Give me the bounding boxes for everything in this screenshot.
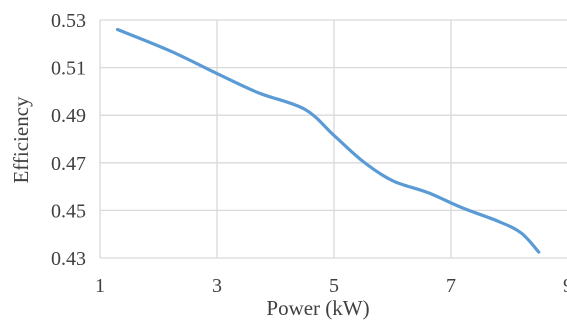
y-tick-label: 0.47	[51, 153, 86, 175]
x-axis: 1 3 5 7 9	[95, 275, 567, 297]
y-tick-label: 0.53	[51, 10, 86, 32]
y-tick-label: 0.45	[51, 200, 86, 222]
x-tick-label: 9	[563, 275, 567, 297]
series-layer	[115, 27, 541, 254]
grid	[99, 19, 567, 259]
y-tick-label: 0.51	[51, 58, 86, 80]
x-tick-label: 1	[95, 275, 105, 297]
series-line	[115, 27, 541, 254]
x-axis-label: Power (kW)	[266, 296, 369, 320]
x-tick-label: 3	[212, 275, 222, 297]
y-axis-label: Efficiency	[9, 96, 33, 184]
x-tick-label: 7	[446, 275, 456, 297]
x-tick-label: 5	[329, 275, 339, 297]
y-axis: 0.43 0.45 0.47 0.49 0.51 0.53	[51, 10, 86, 270]
y-tick-label: 0.49	[51, 105, 86, 127]
y-tick-label: 0.43	[51, 248, 86, 270]
